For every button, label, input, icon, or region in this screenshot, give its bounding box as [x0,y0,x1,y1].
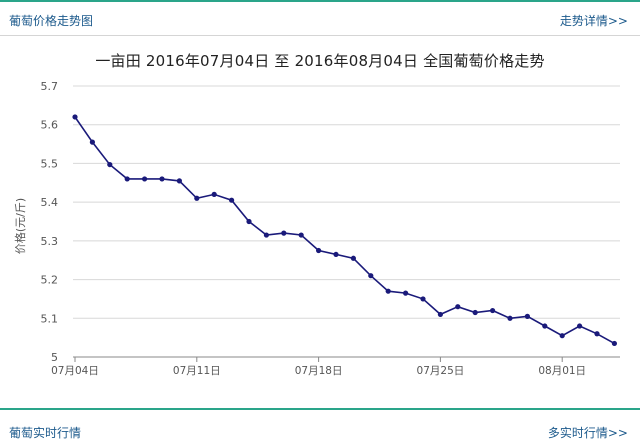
y-axis-title: 价格(元/斤) [14,197,27,255]
trend-details-link[interactable]: 走势详情>> [559,14,628,28]
y-tick-label: 5.5 [41,157,59,170]
header-bar: 葡萄价格走势图 走势详情>> [0,0,640,36]
data-point [194,195,200,201]
data-point [281,230,287,236]
data-point [159,176,165,182]
data-point [455,304,461,310]
data-point [490,307,496,314]
data-point [542,323,548,329]
data-point [403,290,409,296]
footer-title: 葡萄实时行情 [9,426,82,440]
data-point [142,176,148,182]
x-tick-label: 08月01日 [538,365,586,377]
price-line-chart: 5 5.1 5.2 5.3 5.4 5.5 5.6 5.7 07月04日 07月11日 07月18日… [41,80,620,377]
series-line [74,116,615,345]
data-point [298,232,304,238]
data-point [559,333,565,339]
data-point [611,340,618,347]
data-point [368,273,374,279]
data-point [472,309,478,316]
y-tick-label: 5.1 [41,312,59,325]
data-point [211,191,217,197]
data-point [263,232,269,238]
data-point [246,218,252,225]
header-title: 葡萄价格走势图 [9,14,94,28]
data-point [124,176,130,182]
data-point [333,251,339,258]
data-point [524,313,531,319]
x-tick-label: 07月25日 [417,365,465,377]
data-point [316,247,322,254]
y-tick-label: 5.3 [41,235,59,248]
y-tick-label: 5 [51,351,58,364]
data-point [107,161,113,168]
x-tick-label: 07月11日 [173,365,221,377]
data-point [176,178,182,184]
data-point [437,311,443,318]
y-tick-label: 5.6 [41,119,59,132]
y-tick-label: 5.4 [41,196,59,209]
data-point [594,331,600,337]
footer-bar: 葡萄实时行情 多实时行情>> [0,408,640,445]
more-market-link[interactable]: 多实时行情>> [547,426,628,440]
y-tick-label: 5.7 [41,80,59,93]
x-tick-label: 07月04日 [51,365,99,377]
data-point [350,255,356,261]
data-point [89,139,95,145]
data-point [385,288,391,294]
data-point [420,296,426,302]
y-tick-label: 5.2 [41,274,59,287]
data-point [577,323,583,329]
data-point [72,114,78,120]
data-point [229,197,235,203]
chart-title: 一亩田 2016年07月04日 至 2016年08月04日 全国葡萄价格走势 [95,52,545,70]
x-tick-label: 07月18日 [295,365,343,377]
data-point [507,315,513,321]
